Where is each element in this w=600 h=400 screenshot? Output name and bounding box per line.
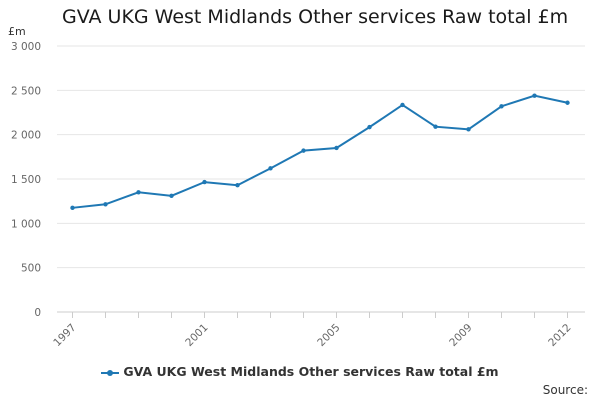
legend-swatch-icon [101, 369, 120, 376]
x-tick-label: 2012 [546, 322, 573, 349]
data-point[interactable] [466, 127, 471, 132]
legend[interactable]: GVA UKG West Midlands Other services Raw… [0, 364, 600, 379]
data-point[interactable] [400, 102, 405, 108]
data-point[interactable] [103, 202, 108, 207]
data-point[interactable] [202, 179, 207, 185]
data-point[interactable] [268, 166, 273, 171]
y-tick-label: 0 [34, 307, 41, 319]
series-line [72, 94, 568, 209]
data-point[interactable] [367, 124, 372, 130]
data-point[interactable] [169, 193, 174, 199]
data-point[interactable] [136, 190, 141, 195]
source-label: Source: [542, 383, 588, 397]
x-tick-label: 1997 [51, 322, 78, 349]
x-tick-label: 2001 [183, 322, 210, 349]
y-tick-label: 3 000 [11, 41, 41, 53]
y-tick-label: 2 500 [11, 85, 41, 97]
data-point[interactable] [532, 93, 537, 98]
data-point[interactable] [499, 104, 504, 109]
data-point[interactable] [235, 183, 240, 188]
chart-title: GVA UKG West Midlands Other services Raw… [62, 6, 569, 28]
legend-label: GVA UKG West Midlands Other services Raw… [123, 364, 499, 379]
data-point[interactable] [70, 205, 75, 211]
data-point[interactable] [301, 148, 306, 153]
y-tick-label: 1 000 [11, 218, 41, 230]
x-tick-label: 2005 [315, 322, 342, 349]
y-tick-label: 500 [21, 263, 41, 275]
x-tick-label: 2009 [447, 322, 474, 349]
data-point[interactable] [433, 124, 438, 129]
y-tick-label: 1 500 [11, 174, 41, 186]
y-axis-unit-label: £m [8, 25, 26, 38]
data-point[interactable] [565, 100, 570, 105]
y-tick-label: 2 000 [11, 130, 41, 142]
data-point[interactable] [334, 145, 339, 151]
